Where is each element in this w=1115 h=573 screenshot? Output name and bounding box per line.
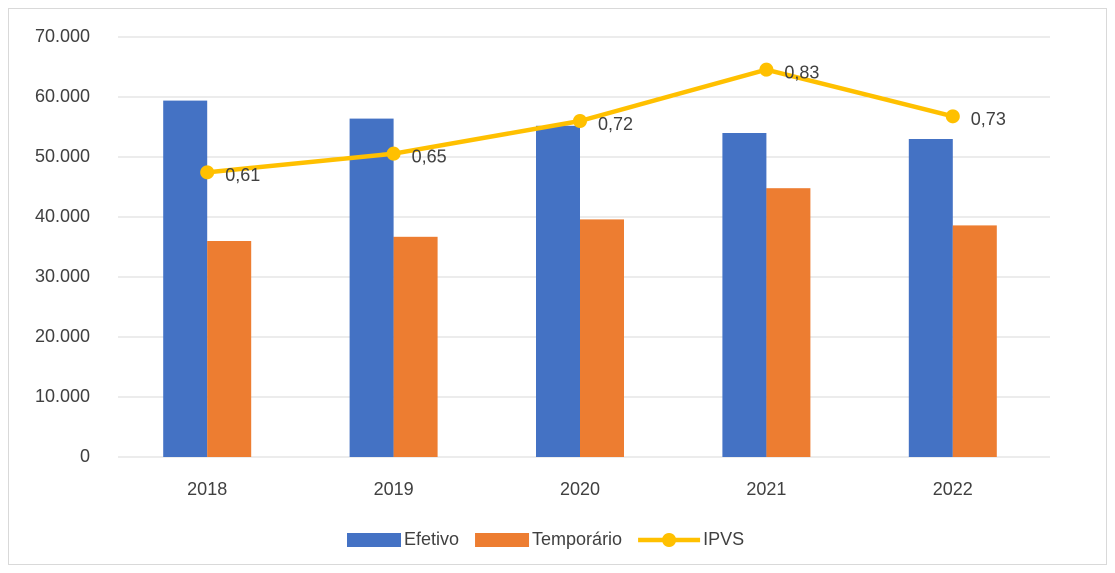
y-tick-label: 10.000: [35, 386, 90, 406]
legend-swatch: [347, 533, 401, 547]
line-marker: [573, 114, 587, 128]
legend-marker: [662, 533, 677, 547]
bar: [349, 118, 394, 457]
bar: [536, 125, 580, 458]
bar: [580, 219, 624, 457]
bar: [952, 225, 997, 457]
data-label: 0,83: [784, 62, 819, 82]
y-tick-label: 30.000: [35, 266, 90, 286]
x-tick-label: 2019: [374, 479, 414, 499]
bar: [766, 188, 811, 457]
data-label: 0,65: [412, 146, 447, 166]
y-tick-label: 20.000: [35, 326, 90, 346]
line-marker: [200, 165, 215, 180]
bar: [207, 241, 252, 457]
x-tick-label: 2022: [933, 479, 973, 499]
x-tick-label: 2021: [746, 479, 786, 499]
bar: [163, 100, 208, 457]
x-tick-label: 2020: [560, 479, 600, 499]
y-tick-label: 40.000: [35, 206, 90, 226]
legend-label: IPVS: [703, 529, 744, 549]
bar: [908, 139, 953, 457]
legend-label: Efetivo: [404, 529, 459, 549]
data-label: 0,61: [225, 165, 260, 185]
line-marker: [386, 146, 401, 161]
data-label: 0,73: [971, 109, 1006, 129]
line-marker: [945, 109, 960, 124]
y-tick-label: 60.000: [35, 86, 90, 106]
y-tick-label: 70.000: [35, 26, 90, 46]
x-tick-label: 2018: [187, 479, 227, 499]
bar: [393, 236, 438, 457]
legend-label: Temporário: [532, 529, 622, 549]
bar: [722, 133, 767, 457]
data-label: 0,72: [598, 114, 633, 134]
legend-swatch: [475, 533, 530, 547]
y-tick-label: 50.000: [35, 146, 90, 166]
line-marker: [759, 62, 774, 77]
y-tick-label: 0: [80, 446, 90, 466]
